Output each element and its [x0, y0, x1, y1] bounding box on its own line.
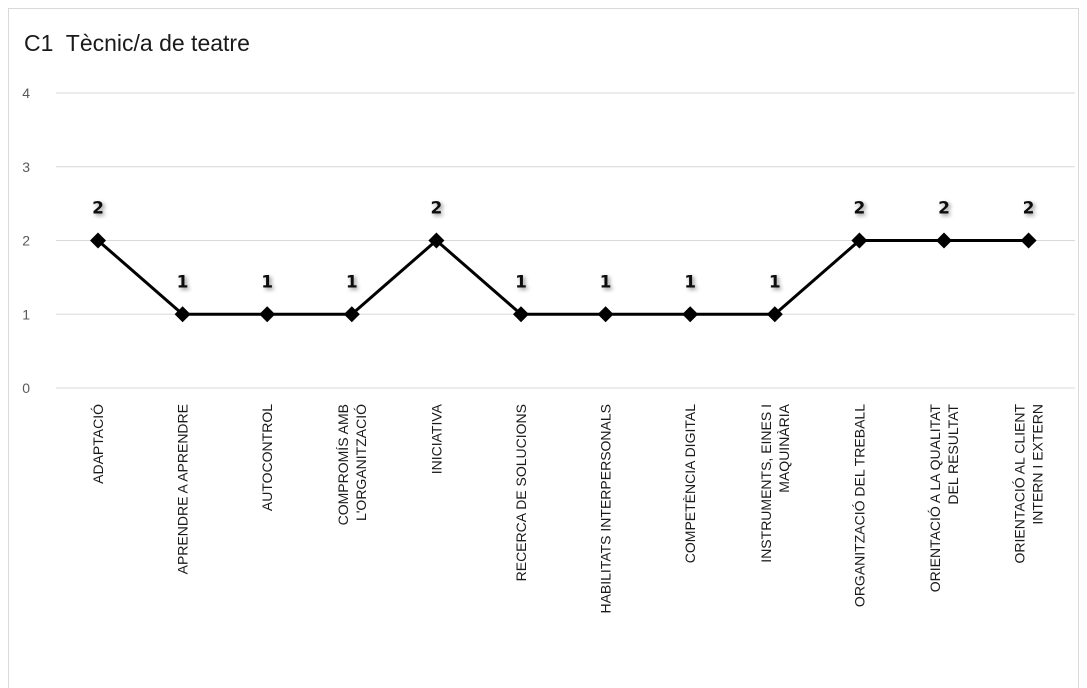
data-point-marker [90, 232, 106, 249]
x-category-label: COMPROMÍS AMB [335, 404, 351, 525]
data-point-marker [936, 232, 952, 249]
data-label: 1 [515, 272, 527, 292]
y-tick-label: 4 [22, 85, 30, 101]
data-label: 1 [346, 272, 358, 292]
data-point-marker [1020, 232, 1037, 249]
x-category-label: ORIENTACIÓ A LA QUALITAT [927, 404, 943, 593]
data-point-marker [174, 306, 191, 323]
data-point-marker [259, 306, 276, 323]
data-label: 2 [430, 199, 442, 219]
data-point-marker [428, 232, 445, 249]
x-category-label: MAQUINÀRIA [776, 403, 792, 492]
chart-frame [8, 8, 1079, 688]
data-label: 1 [261, 272, 273, 292]
x-category-label: HABILITATS INTERPERSONALS [598, 404, 614, 614]
data-label: 2 [1023, 199, 1035, 219]
data-labels: 2 1 1 1 2 1 1 1 1 2 2 2 [92, 199, 1034, 293]
series-line [97, 238, 1029, 316]
data-point-marker [513, 306, 529, 323]
x-category-label: ORGANITZACIÓ DEL TREBALL [851, 404, 867, 607]
x-category-label: INTERN I EXTERN [1030, 404, 1046, 525]
data-point-marker [343, 306, 360, 323]
x-category-label: L'ORGANITZACIÓ [353, 404, 369, 521]
data-label: 1 [177, 272, 189, 292]
x-category-label: INSTRUMENTS, EINES I [758, 404, 774, 563]
data-label: 1 [684, 272, 696, 292]
x-category-label: COMPETÈNCIA DIGITAL [682, 404, 698, 563]
data-label: 2 [853, 199, 865, 219]
data-label: 1 [769, 272, 781, 292]
data-label: 1 [600, 272, 612, 292]
x-category-label: ADAPTACIÓ [90, 404, 106, 484]
x-category-label: APRENDRE A APRENDRE [175, 404, 191, 574]
x-category-label: ORIENTACIÓ AL CLIENT [1012, 404, 1028, 564]
data-point-marker [682, 306, 699, 323]
data-point-marker [851, 232, 868, 249]
x-category-label: AUTOCONTROL [259, 404, 275, 511]
chart-title: C1 Tècnic/a de teatre [24, 30, 250, 56]
series [90, 232, 1037, 323]
y-tick-label: 2 [22, 233, 30, 249]
x-category-label: INICIATIVA [428, 403, 444, 474]
data-point-marker [766, 306, 783, 323]
x-category-label: DEL RESULTAT [945, 404, 961, 505]
data-label: 2 [92, 199, 104, 219]
data-label: 2 [938, 199, 950, 219]
x-category-label: RECERCA DE SOLUCIONS [513, 404, 529, 581]
y-tick-label: 3 [22, 159, 30, 175]
x-axis-categories: ADAPTACIÓ APRENDRE A APRENDRE AUTOCONTROL C… [90, 403, 1046, 613]
y-tick-label: 0 [22, 380, 30, 396]
data-point-marker [597, 306, 614, 323]
y-axis-ticks: 0 1 2 3 4 [22, 85, 30, 396]
y-tick-label: 1 [22, 306, 30, 322]
